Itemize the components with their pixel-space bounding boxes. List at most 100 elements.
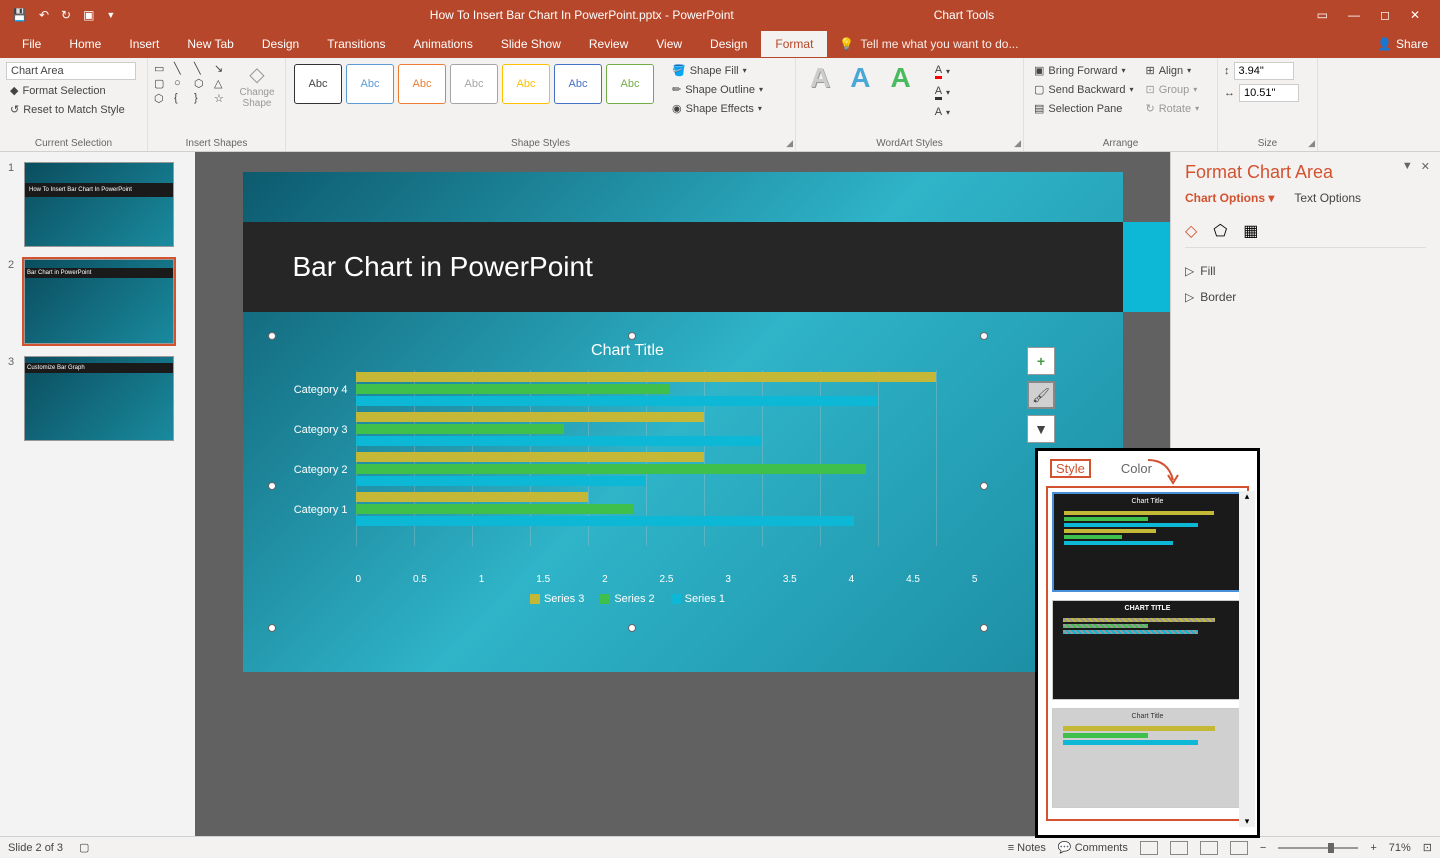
tab-home[interactable]: Home [55,31,115,57]
undo-icon[interactable]: ↶ [39,8,49,22]
share-button[interactable]: 👤 Share [1365,33,1440,55]
spell-check-icon[interactable]: ▢ [79,841,89,854]
tell-me-search[interactable]: 💡 Tell me what you want to do... [827,37,1365,51]
fit-window-icon[interactable]: ⊡ [1423,841,1432,854]
comments-button[interactable]: 💬 Comments [1058,841,1128,854]
maximize-icon[interactable]: ◻ [1380,8,1390,22]
text-effects-button[interactable]: A▾ [931,104,954,120]
style-option-3[interactable]: Chart Title [1052,708,1243,808]
chart-bar[interactable] [356,452,704,462]
shape-style-1[interactable]: Abc [294,64,342,104]
zoom-level[interactable]: 71% [1389,842,1411,854]
align-button[interactable]: ⊞Align▾ [1141,62,1203,79]
thumbnail-3[interactable]: 3 Customize Bar Graph [8,356,187,441]
slideshow-icon[interactable]: ▣ [83,8,94,22]
slide-counter[interactable]: Slide 2 of 3 [8,842,63,854]
chart-bar[interactable] [356,424,565,434]
effects-icon[interactable]: ⬠ [1213,221,1227,241]
tab-view[interactable]: View [642,31,696,57]
format-selection-button[interactable]: ◆Format Selection [6,82,110,99]
send-backward-button[interactable]: ▢Send Backward▾ [1030,81,1137,98]
legend-item[interactable]: Series 3 [530,593,584,605]
style-scrollbar[interactable]: ▴ ▾ [1239,491,1255,827]
style-option-2[interactable]: CHART TITLE [1052,600,1243,700]
pane-dropdown-icon[interactable]: ▼ [1402,160,1413,173]
dialog-launcher-icon[interactable]: ◢ [1308,138,1315,149]
chart-bar[interactable] [356,412,704,422]
shape-style-6[interactable]: Abc [554,64,602,104]
wordart-style-3[interactable]: A [882,62,918,94]
tab-slideshow[interactable]: Slide Show [487,31,575,57]
normal-view-icon[interactable] [1140,841,1158,855]
bring-forward-button[interactable]: ▣Bring Forward▾ [1030,62,1137,79]
save-icon[interactable]: 💾 [12,8,27,22]
tab-animations[interactable]: Animations [399,31,486,57]
slide-title[interactable]: Bar Chart in PowerPoint [293,251,593,283]
chart-elements-button[interactable]: + [1027,347,1055,375]
fill-line-icon[interactable]: ◇ [1185,221,1197,241]
reset-style-button[interactable]: ↺Reset to Match Style [6,101,129,118]
chart-styles-button[interactable]: 🖌 [1027,381,1055,409]
tab-format[interactable]: Format [761,31,827,57]
slide[interactable]: Bar Chart in PowerPoint Chart Title Cate… [243,172,1123,672]
tab-chart-design[interactable]: Design [696,31,761,57]
border-section[interactable]: ▷Border [1185,284,1426,310]
tab-transitions[interactable]: Transitions [313,31,399,57]
sorter-view-icon[interactable] [1170,841,1188,855]
chart-options-tab[interactable]: Chart Options ▾ [1185,191,1274,205]
shape-effects-button[interactable]: ◉Shape Effects▾ [668,100,767,117]
wordart-style-1[interactable]: A [802,62,838,94]
zoom-out-icon[interactable]: − [1260,842,1266,854]
chart-plot-area[interactable]: Category 4Category 3Category 2Category 1 [278,370,978,570]
height-input[interactable] [1234,62,1294,80]
slideshow-view-icon[interactable] [1230,841,1248,855]
selection-pane-button[interactable]: ▤Selection Pane [1030,100,1137,117]
shape-styles-gallery[interactable]: Abc Abc Abc Abc Abc Abc Abc [292,62,656,106]
chart-bar[interactable] [356,396,878,406]
size-props-icon[interactable]: ▦ [1243,221,1258,241]
shape-style-2[interactable]: Abc [346,64,394,104]
width-input[interactable] [1239,84,1299,102]
tab-review[interactable]: Review [575,31,642,57]
tab-design[interactable]: Design [248,31,313,57]
qat-dropdown-icon[interactable]: ▼ [106,10,115,20]
chart-bar[interactable] [356,504,634,514]
legend-item[interactable]: Series 2 [600,593,654,605]
legend-item[interactable]: Series 1 [671,593,725,605]
text-outline-button[interactable]: A▾ [931,83,954,102]
chart-bar[interactable] [356,492,588,502]
tab-newtab[interactable]: New Tab [173,31,247,57]
chart-bar[interactable] [356,476,646,486]
pane-close-icon[interactable]: ✕ [1421,160,1430,173]
shape-style-4[interactable]: Abc [450,64,498,104]
text-fill-button[interactable]: A▾ [931,62,954,81]
thumbnail-1[interactable]: 1 How To Insert Bar Chart In PowerPoint [8,162,187,247]
chart-bar[interactable] [356,436,762,446]
wordart-style-2[interactable]: A [842,62,878,94]
chart-bar[interactable] [356,464,866,474]
zoom-slider[interactable] [1278,847,1358,849]
chart-bar[interactable] [356,516,855,526]
dialog-launcher-icon[interactable]: ◢ [786,138,793,149]
notes-button[interactable]: ≡ Notes [1008,842,1046,854]
chart-bar[interactable] [356,384,669,394]
chart-legend[interactable]: Series 3 Series 2 Series 1 [278,593,978,605]
chart-title[interactable]: Chart Title [278,342,978,360]
thumbnail-2[interactable]: 2 Bar Chart in PowerPoint [8,259,187,344]
redo-icon[interactable]: ↻ [61,8,71,22]
shape-outline-button[interactable]: ✏Shape Outline▾ [668,81,767,98]
reading-view-icon[interactable] [1200,841,1218,855]
shape-style-3[interactable]: Abc [398,64,446,104]
text-options-tab[interactable]: Text Options [1294,191,1361,205]
dialog-launcher-icon[interactable]: ◢ [1014,138,1021,149]
shape-fill-button[interactable]: 🪣Shape Fill▾ [668,62,767,79]
style-option-1[interactable]: Chart Title [1052,492,1243,592]
style-tab[interactable]: Style [1050,459,1091,478]
shapes-gallery[interactable]: ▭╲╲↘ ▢○⬡△ ⬡{}☆ [154,62,232,105]
chart-bar[interactable] [356,372,936,382]
chart-element-dropdown[interactable]: Chart Area [6,62,136,80]
ribbon-display-icon[interactable]: ▭ [1317,8,1328,22]
tab-file[interactable]: File [8,31,55,57]
chart[interactable]: Chart Title Category 4Category 3Category… [278,342,978,622]
tab-insert[interactable]: Insert [115,31,173,57]
